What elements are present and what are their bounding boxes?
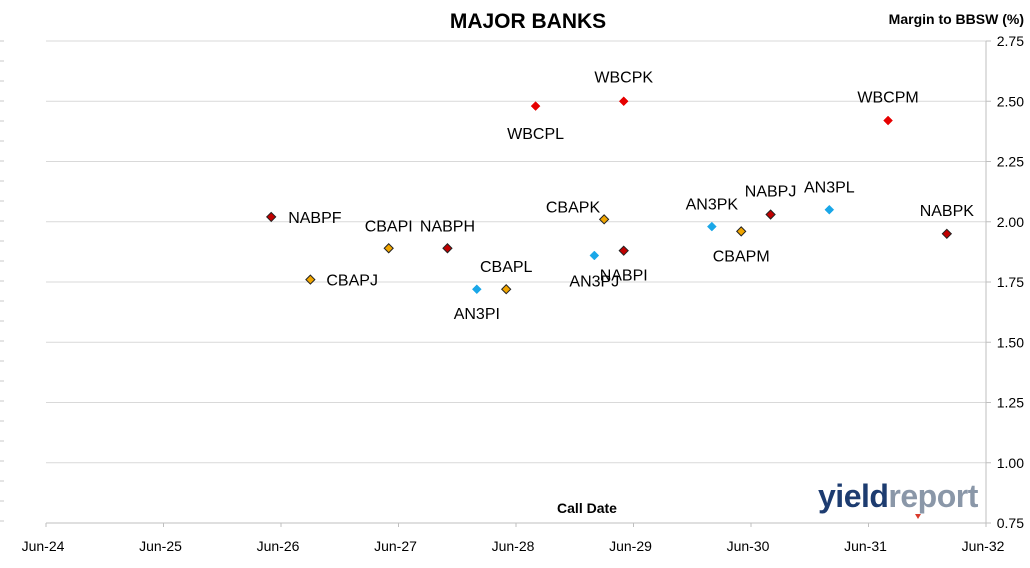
point-marker-wbcpm (883, 115, 893, 126)
x-tick-label: Jun-26 (257, 538, 300, 554)
logo-check-icon (915, 514, 921, 519)
point-marker-cbapl (501, 284, 512, 295)
y-tick-label: 2.00 (997, 214, 1024, 230)
x-tick-label: Jun-31 (844, 538, 887, 554)
point-label-cbapk: CBAPK (546, 199, 601, 216)
point-marker-nabpj (765, 209, 776, 220)
y-tick-label: 1.25 (997, 395, 1024, 411)
point-label-an3pl: AN3PL (804, 180, 855, 197)
x-tick-label: Jun-29 (609, 538, 652, 554)
point-label-wbcpk: WBCPK (594, 69, 653, 86)
point-marker-nabpk (941, 228, 953, 240)
y-tick-label: 1.75 (997, 274, 1024, 290)
point-label-wbcpm: WBCPM (857, 90, 918, 107)
point-label-an3pi: AN3PI (454, 306, 500, 323)
point-label-cbapi: CBAPI (365, 218, 413, 235)
point-marker-an3pi (471, 284, 482, 295)
point-label-nabpf: NABPF (288, 210, 342, 227)
point-label-nabph: NABPH (420, 218, 475, 235)
point-label-nabpj: NABPJ (745, 184, 797, 201)
x-tick-label: Jun-30 (727, 538, 770, 554)
point-label-an3pj: AN3PJ (569, 273, 619, 290)
point-marker-an3pj (589, 250, 600, 261)
y-tick-label: 1.00 (997, 455, 1024, 471)
y-tick-label: 2.75 (997, 33, 1024, 49)
logo-text-yield: yield (818, 478, 889, 514)
y-tick-label: 1.50 (997, 334, 1024, 350)
yieldreport-logo: yieldreport (818, 478, 978, 515)
point-marker-an3pk (706, 221, 717, 232)
point-label-nabpi: NABPI (600, 268, 648, 285)
point-label-wbcpl: WBCPL (507, 126, 564, 143)
x-tick-label: Jun-24 (22, 538, 65, 554)
point-marker-wbcpl (530, 101, 541, 111)
y-tick-label: 2.25 (997, 154, 1024, 170)
point-marker-wbcpk (618, 96, 629, 107)
x-axis-label: Call Date (557, 500, 617, 516)
point-label-nabpk: NABPK (920, 203, 975, 220)
point-label-an3pk: AN3PK (686, 197, 739, 214)
y-tick-label: 0.75 (997, 515, 1024, 531)
logo-text-report: report (888, 478, 978, 514)
point-label-cbapm: CBAPM (713, 248, 770, 265)
point-marker-cbapm (736, 226, 747, 237)
point-label-cbapj: CBAPJ (326, 273, 378, 290)
x-tick-label: Jun-32 (962, 538, 1005, 554)
x-tick-label: Jun-28 (492, 538, 535, 554)
point-label-cbapl: CBAPL (480, 259, 533, 276)
point-marker-cbapj (305, 274, 316, 285)
point-marker-cbapi (383, 243, 394, 254)
point-marker-an3pl (824, 204, 835, 215)
x-tick-label: Jun-27 (374, 538, 417, 554)
point-marker-cbapk (598, 214, 610, 225)
chart-title: MAJOR BANKS (449, 10, 607, 33)
point-marker-nabpi (618, 245, 629, 256)
y-tick-label: 2.50 (997, 93, 1024, 109)
point-marker-nabpf (266, 211, 277, 223)
x-tick-label: Jun-25 (139, 538, 182, 554)
y-axis-label: Margin to BBSW (%) (888, 11, 1024, 27)
point-marker-nabph (442, 243, 453, 254)
